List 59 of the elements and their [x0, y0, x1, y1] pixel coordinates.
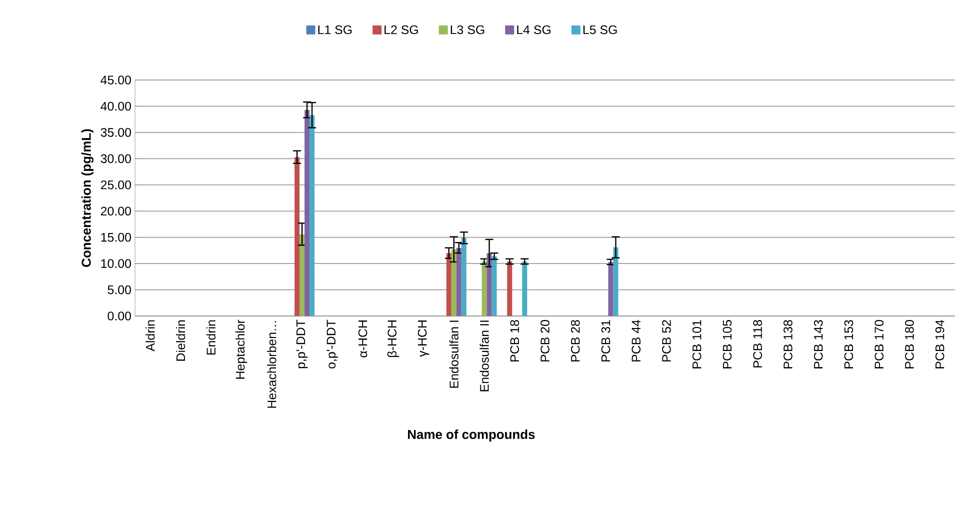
y-tick-label: 30.00	[100, 154, 131, 164]
x-tick-label: γ-HCH	[418, 320, 430, 357]
bar	[310, 115, 315, 316]
x-tick-label: PCB 31	[601, 320, 610, 362]
x-tick-label: Dieldrin	[176, 320, 186, 361]
bar	[294, 157, 300, 316]
x-tick-label: PCB 20	[540, 320, 550, 362]
bar	[456, 248, 462, 316]
x-tick-label: PCB 52	[662, 320, 671, 362]
bar	[446, 253, 452, 316]
legend-label: L1 SG	[318, 25, 352, 34]
x-tick-label: o,p'-DDT	[326, 320, 338, 368]
bar	[492, 256, 497, 316]
x-tick-label: PCB 170	[874, 320, 884, 368]
bar	[300, 234, 305, 316]
bar	[486, 253, 492, 316]
legend-label: L5 SG	[583, 25, 617, 34]
bar	[451, 249, 456, 316]
x-tick-label: PCB 180	[905, 320, 914, 368]
x-tick-label: Endrin	[206, 320, 216, 354]
y-axis-title: Concentration (pg/mL)	[81, 129, 94, 267]
legend-label: L2 SG	[384, 25, 418, 34]
x-tick-label: PCB 118	[753, 320, 762, 368]
y-tick-label: 20.00	[100, 206, 131, 216]
y-tick-label: 10.00	[101, 259, 131, 268]
y-tick-label: 0.00	[108, 312, 131, 320]
bar	[482, 261, 487, 316]
bar	[461, 238, 466, 316]
legend-label: L3 SG	[450, 25, 484, 34]
y-tick-label: 35.00	[100, 128, 131, 137]
x-tick-label: Hexachlorben…	[267, 321, 276, 408]
y-tick-label: 40.00	[100, 102, 131, 111]
x-tick-label: PCB 105	[722, 320, 732, 368]
x-tick-label: PCB 18	[510, 320, 520, 362]
x-tick-label: PCB 194	[935, 320, 944, 368]
y-tick-label: 25.00	[100, 180, 131, 190]
x-tick-label: PCB 138	[784, 320, 792, 368]
x-tick-label: β-HCH	[387, 320, 399, 357]
x-tick-label: p,p'-DDT	[296, 320, 308, 368]
bar	[522, 261, 528, 316]
x-tick-label: α-HCH	[358, 320, 368, 358]
x-tick-label: PCB 153	[844, 320, 854, 368]
x-tick-label: Endosulfan II	[480, 320, 489, 392]
x-tick-label: Endosulfan I	[449, 320, 458, 388]
y-tick-label: 45.00	[100, 76, 131, 84]
bar	[507, 261, 512, 316]
bar	[608, 262, 614, 316]
y-tick-label: 15.00	[101, 232, 131, 242]
x-tick-label: Heptachlor	[235, 320, 248, 379]
x-tick-label: PCB 28	[570, 320, 580, 362]
bar	[304, 110, 310, 316]
x-tick-label: PCB 44	[632, 320, 641, 362]
x-tick-label: Aldrin	[146, 320, 155, 352]
x-tick-label: PCB 143	[814, 320, 823, 368]
x-tick-label: PCB 101	[692, 320, 702, 368]
x-axis-title: Name of compounds	[408, 430, 535, 442]
legend-label: L4 SG	[517, 25, 550, 34]
bar	[613, 247, 618, 316]
y-tick-label: 5.00	[108, 285, 131, 294]
